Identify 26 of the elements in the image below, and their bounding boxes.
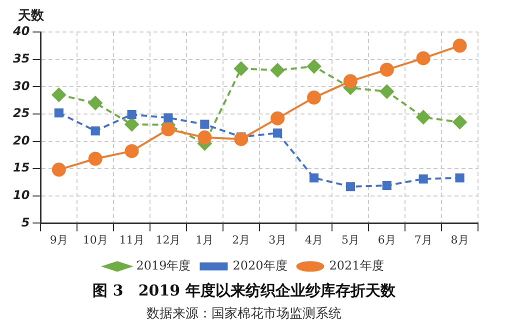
legend-label: 2019年度 — [136, 258, 191, 273]
y-axis-title: 天数 — [17, 8, 45, 24]
y-tick-label: 10 — [12, 188, 30, 202]
y-tick-label: 35 — [12, 51, 30, 66]
x-tick-label: 9月 — [50, 234, 68, 247]
x-tick-label: 8月 — [450, 234, 469, 247]
x-tick-label: 5月 — [341, 234, 360, 247]
x-tick-label: 11月 — [119, 234, 144, 247]
x-tick-label: 4月 — [305, 234, 324, 247]
source-note: 数据来源：国家棉花市场监测系统 — [146, 306, 342, 322]
x-tick-label: 6月 — [378, 234, 396, 247]
x-tick-label: 1月 — [196, 234, 214, 247]
x-tick-label: 10月 — [82, 234, 108, 247]
x-tick-label: 7月 — [414, 234, 432, 247]
text: 图 3 2019 年度以来纺织企业纱库存折天数 — [92, 281, 396, 300]
y-tick-label: 15 — [12, 160, 30, 175]
y-tick-label: 20 — [12, 133, 30, 148]
x-tick-label: 2月 — [232, 234, 250, 247]
legend-label: 2020年度 — [232, 258, 288, 273]
y-tick-label: 25 — [12, 106, 30, 120]
y-tick-label: 40 — [12, 24, 30, 38]
y-tick-label: 30 — [12, 78, 30, 93]
legend-label: 2021年度 — [329, 258, 384, 273]
x-tick-label: 12月 — [156, 234, 181, 247]
x-tick-label: 3月 — [268, 234, 287, 247]
y-tick-label: 5 — [21, 215, 30, 230]
